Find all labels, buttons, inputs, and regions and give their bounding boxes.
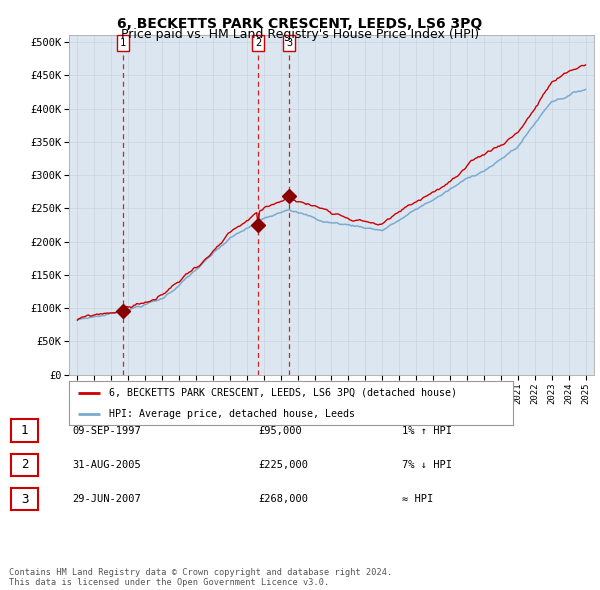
Text: 3: 3 xyxy=(286,38,292,48)
Text: 7% ↓ HPI: 7% ↓ HPI xyxy=(402,460,452,470)
Text: 31-AUG-2005: 31-AUG-2005 xyxy=(72,460,141,470)
Text: £225,000: £225,000 xyxy=(258,460,308,470)
Text: HPI: Average price, detached house, Leeds: HPI: Average price, detached house, Leed… xyxy=(109,409,355,419)
Text: 2: 2 xyxy=(255,38,261,48)
Text: 6, BECKETTS PARK CRESCENT, LEEDS, LS6 3PQ: 6, BECKETTS PARK CRESCENT, LEEDS, LS6 3P… xyxy=(118,17,482,31)
Text: Contains HM Land Registry data © Crown copyright and database right 2024.
This d: Contains HM Land Registry data © Crown c… xyxy=(9,568,392,587)
Text: 1: 1 xyxy=(120,38,126,48)
Text: £268,000: £268,000 xyxy=(258,494,308,504)
Text: Price paid vs. HM Land Registry's House Price Index (HPI): Price paid vs. HM Land Registry's House … xyxy=(121,28,479,41)
Text: 1: 1 xyxy=(21,424,28,437)
Text: 09-SEP-1997: 09-SEP-1997 xyxy=(72,426,141,435)
Text: 2: 2 xyxy=(21,458,28,471)
Text: 3: 3 xyxy=(21,493,28,506)
Text: 1% ↑ HPI: 1% ↑ HPI xyxy=(402,426,452,435)
Text: 6, BECKETTS PARK CRESCENT, LEEDS, LS6 3PQ (detached house): 6, BECKETTS PARK CRESCENT, LEEDS, LS6 3P… xyxy=(109,388,457,398)
Text: ≈ HPI: ≈ HPI xyxy=(402,494,433,504)
Text: £95,000: £95,000 xyxy=(258,426,302,435)
Text: 29-JUN-2007: 29-JUN-2007 xyxy=(72,494,141,504)
